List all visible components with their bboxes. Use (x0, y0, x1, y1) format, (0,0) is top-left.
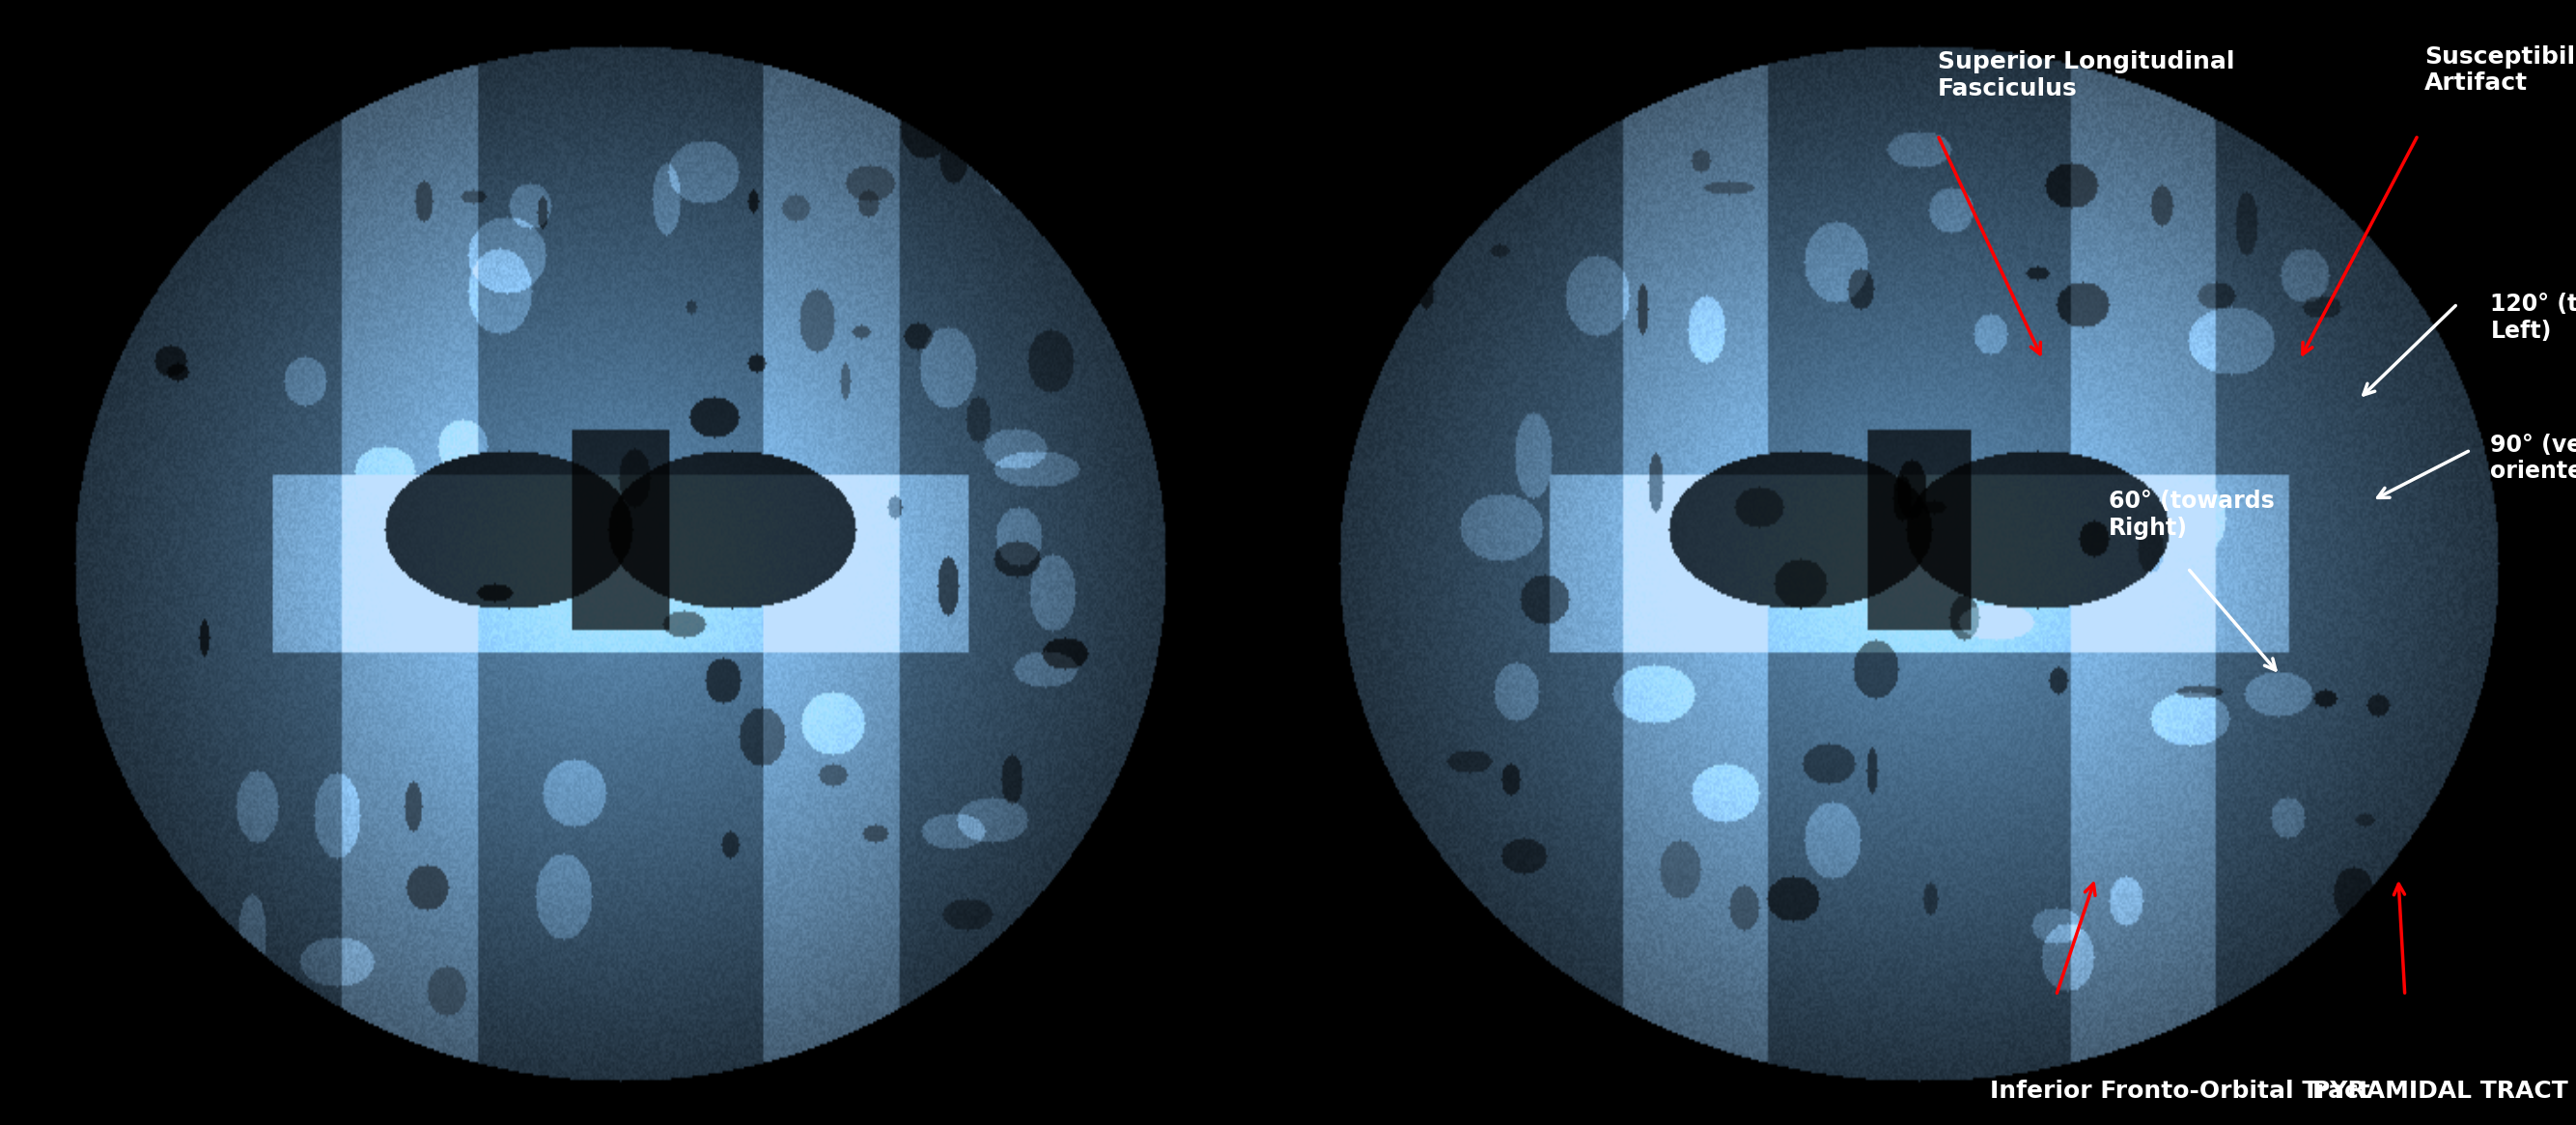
Text: 90° (vertically
oriented): 90° (vertically oriented) (2491, 433, 2576, 483)
Text: Inferior Fronto-Orbital Tract: Inferior Fronto-Orbital Tract (1991, 1080, 2370, 1104)
Text: Superior Longitudinal
Fasciculus: Superior Longitudinal Fasciculus (1937, 51, 2233, 100)
Text: Susceptibility
Artifact: Susceptibility Artifact (2424, 45, 2576, 95)
Text: 60° (towards
Right): 60° (towards Right) (2110, 489, 2275, 539)
Text: PYRAMIDAL TRACT: PYRAMIDAL TRACT (2313, 1080, 2568, 1104)
Text: 120° (towards
Left): 120° (towards Left) (2491, 292, 2576, 342)
